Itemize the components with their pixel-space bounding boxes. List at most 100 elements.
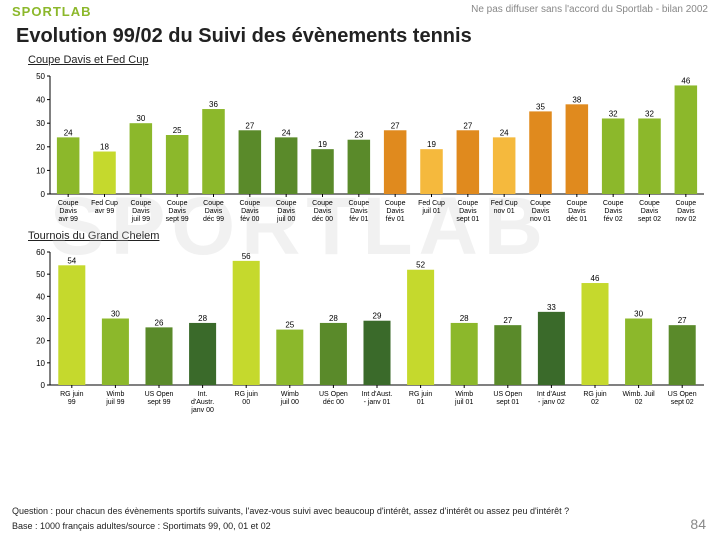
bar [420, 149, 443, 194]
svg-text:35: 35 [536, 102, 545, 111]
svg-text:avr 99: avr 99 [95, 208, 115, 215]
chart2: 010203040506054RG juin9930Wimbjuil 9926U… [28, 244, 710, 419]
svg-text:27: 27 [245, 121, 254, 130]
svg-text:30: 30 [136, 114, 145, 123]
svg-text:Davis: Davis [604, 208, 622, 215]
svg-text:US Open: US Open [319, 391, 348, 398]
svg-text:0: 0 [41, 381, 46, 390]
svg-text:juil 01: juil 01 [454, 399, 473, 406]
svg-text:Fed Cup: Fed Cup [491, 200, 518, 207]
svg-text:99: 99 [68, 399, 76, 406]
svg-text:40: 40 [36, 96, 45, 105]
svg-text:Fed Cup: Fed Cup [91, 200, 118, 207]
svg-text:Coupe: Coupe [276, 200, 297, 207]
svg-text:Davis: Davis [568, 208, 586, 215]
svg-text:fév 00: fév 00 [240, 216, 259, 223]
svg-text:28: 28 [329, 314, 338, 323]
svg-text:Int.: Int. [198, 391, 208, 398]
footer-question: Question : pour chacun des évènements sp… [12, 506, 708, 516]
svg-text:Coupe: Coupe [240, 200, 261, 207]
footer: Question : pour chacun des évènements sp… [0, 506, 720, 534]
svg-text:Coupe: Coupe [676, 200, 697, 207]
svg-text:Davis: Davis [205, 208, 223, 215]
svg-text:fév 01: fév 01 [349, 216, 368, 223]
svg-text:nov 01: nov 01 [494, 208, 515, 215]
svg-text:sept 02: sept 02 [638, 216, 661, 223]
svg-text:54: 54 [67, 256, 76, 265]
svg-text:Coupe: Coupe [458, 200, 479, 207]
svg-text:00: 00 [242, 399, 250, 406]
bar [669, 325, 696, 385]
svg-text:25: 25 [173, 126, 182, 135]
bar [348, 140, 371, 194]
svg-text:30: 30 [111, 310, 120, 319]
bar [675, 85, 698, 194]
svg-text:27: 27 [678, 316, 687, 325]
svg-text:Coupe: Coupe [603, 200, 624, 207]
chart1: 0102030405024CoupeDavisavr 9918Fed Cupav… [28, 68, 710, 228]
svg-text:fév 01: fév 01 [386, 216, 405, 223]
chart1-subtitle: Coupe Davis et Fed Cup [0, 52, 720, 68]
bar [276, 330, 303, 385]
svg-text:23: 23 [354, 131, 363, 140]
bar [233, 261, 260, 385]
svg-text:RG juin: RG juin [235, 391, 258, 398]
svg-text:Coupe: Coupe [167, 200, 188, 207]
bar [130, 123, 153, 194]
bar [57, 137, 80, 194]
svg-text:janv 00: janv 00 [190, 407, 214, 414]
svg-text:d'Austr.: d'Austr. [191, 399, 214, 406]
svg-text:- janv 02: - janv 02 [538, 399, 565, 406]
svg-text:50: 50 [36, 72, 45, 81]
svg-text:sept 99: sept 99 [148, 399, 171, 406]
svg-text:déc 00: déc 00 [323, 399, 344, 406]
svg-text:Coupe: Coupe [530, 200, 551, 207]
header: SPORTLAB Ne pas diffuser sans l'accord d… [0, 0, 720, 21]
bar [494, 325, 521, 385]
svg-text:US Open: US Open [145, 391, 174, 398]
svg-text:US Open: US Open [668, 391, 697, 398]
svg-text:50: 50 [36, 270, 45, 279]
svg-text:Davis: Davis [59, 208, 77, 215]
svg-text:- janv 01: - janv 01 [364, 399, 391, 406]
svg-text:sept 99: sept 99 [166, 216, 189, 223]
svg-text:30: 30 [634, 310, 643, 319]
chart2-subtitle: Tournois du Grand Chelem [0, 228, 720, 244]
svg-text:26: 26 [155, 318, 164, 327]
svg-text:Wimb: Wimb [455, 391, 473, 398]
svg-text:US Open: US Open [493, 391, 522, 398]
bar [166, 135, 189, 194]
svg-text:27: 27 [463, 121, 472, 130]
svg-text:Davis: Davis [241, 208, 259, 215]
svg-text:40: 40 [36, 292, 45, 301]
bar [189, 323, 216, 385]
svg-text:Davis: Davis [641, 208, 659, 215]
svg-text:24: 24 [282, 128, 291, 137]
svg-text:fév 02: fév 02 [604, 216, 623, 223]
svg-text:36: 36 [209, 100, 218, 109]
svg-text:32: 32 [609, 109, 618, 118]
svg-text:18: 18 [100, 143, 109, 152]
svg-text:nov 01: nov 01 [530, 216, 551, 223]
bar [239, 130, 262, 194]
svg-text:Davis: Davis [277, 208, 295, 215]
svg-text:juil 01: juil 01 [421, 208, 440, 215]
svg-text:52: 52 [416, 261, 425, 270]
svg-text:Coupe: Coupe [58, 200, 79, 207]
svg-text:19: 19 [427, 140, 436, 149]
svg-text:Coupe: Coupe [203, 200, 224, 207]
svg-text:déc 99: déc 99 [203, 216, 224, 223]
svg-text:Coupe: Coupe [131, 200, 152, 207]
svg-text:60: 60 [36, 248, 45, 257]
svg-text:sept 01: sept 01 [456, 216, 479, 223]
svg-text:Davis: Davis [132, 208, 150, 215]
svg-text:Int d'Aust.: Int d'Aust. [362, 391, 393, 398]
svg-text:32: 32 [645, 109, 654, 118]
page-title: Evolution 99/02 du Suivi des évènements … [0, 21, 720, 52]
svg-text:sept 01: sept 01 [496, 399, 519, 406]
svg-text:29: 29 [373, 312, 382, 321]
svg-text:juil 00: juil 00 [276, 216, 295, 223]
svg-text:Int d'Aust: Int d'Aust [537, 391, 566, 398]
svg-text:27: 27 [503, 316, 512, 325]
svg-text:20: 20 [36, 337, 45, 346]
